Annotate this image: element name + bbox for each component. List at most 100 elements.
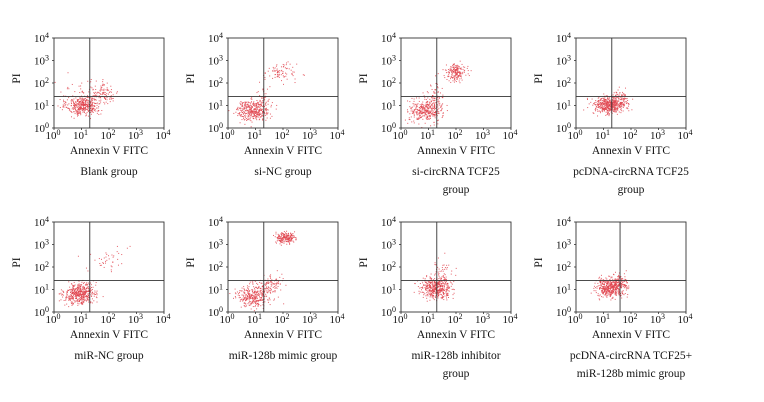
data-point — [85, 292, 87, 294]
data-point — [288, 238, 290, 240]
data-point — [441, 289, 443, 291]
y-axis-title: PI — [11, 73, 23, 83]
data-point — [95, 89, 97, 91]
data-point — [624, 94, 626, 96]
data-point — [286, 234, 288, 236]
data-point — [267, 103, 269, 105]
data-point — [446, 292, 448, 294]
data-point — [86, 105, 88, 107]
data-point — [257, 304, 259, 306]
data-point — [254, 112, 256, 114]
data-point — [85, 103, 87, 105]
data-point — [617, 93, 619, 95]
data-point — [425, 287, 427, 289]
data-point — [435, 288, 437, 290]
data-point — [266, 286, 268, 288]
data-point — [99, 93, 101, 94]
data-point — [415, 111, 417, 113]
data-point — [429, 294, 431, 296]
x-tick-label: 103 — [128, 312, 143, 326]
data-point — [604, 107, 606, 109]
data-point — [116, 92, 118, 94]
data-point — [271, 281, 273, 283]
data-point — [245, 117, 247, 119]
data-point — [244, 101, 246, 103]
data-point — [620, 102, 622, 104]
data-point — [74, 108, 76, 110]
data-point — [444, 279, 446, 281]
data-point — [256, 119, 258, 121]
data-point — [616, 107, 618, 109]
data-point — [437, 295, 439, 297]
data-point — [290, 234, 292, 236]
data-point — [105, 260, 107, 262]
data-point — [99, 263, 101, 264]
data-point — [283, 235, 285, 237]
data-point — [285, 237, 287, 239]
data-point — [286, 238, 288, 240]
data-point — [267, 299, 269, 301]
data-point — [623, 98, 625, 100]
data-point — [252, 103, 254, 105]
data-point — [434, 284, 436, 286]
data-point — [603, 101, 605, 103]
data-point — [608, 291, 610, 293]
data-point — [239, 122, 241, 124]
data-point — [442, 103, 444, 105]
data-point — [419, 283, 421, 285]
data-point — [434, 285, 436, 287]
data-point — [95, 80, 97, 82]
data-point — [602, 296, 604, 298]
data-point — [452, 67, 454, 69]
data-point — [82, 292, 84, 294]
data-point — [442, 291, 444, 293]
data-point — [245, 110, 247, 112]
data-point — [76, 295, 78, 297]
data-point — [265, 295, 267, 297]
data-point — [239, 112, 241, 114]
data-point — [607, 106, 609, 108]
data-point — [456, 64, 458, 66]
data-point — [267, 278, 269, 280]
data-point — [252, 290, 254, 292]
data-point — [437, 105, 439, 107]
data-point — [277, 283, 279, 285]
data-point — [447, 71, 449, 73]
data-point — [604, 100, 606, 102]
data-point — [290, 69, 292, 71]
data-point — [82, 101, 84, 103]
data-point — [276, 237, 278, 239]
x-tick-label: 102 — [448, 312, 463, 326]
data-point — [257, 300, 259, 302]
data-point — [92, 97, 94, 99]
data-point — [438, 274, 440, 276]
data-point — [427, 101, 429, 103]
data-point — [417, 113, 419, 115]
data-point — [610, 299, 612, 301]
data-point — [260, 297, 262, 299]
data-point — [281, 232, 283, 234]
data-point — [615, 104, 617, 106]
data-point — [98, 258, 100, 260]
data-point — [252, 306, 254, 308]
data-point — [434, 295, 436, 297]
data-point — [616, 113, 618, 115]
data-point — [79, 291, 81, 293]
data-point — [426, 116, 428, 118]
data-point — [438, 102, 440, 104]
group-label-line2: group — [443, 368, 470, 380]
data-point — [75, 300, 77, 302]
data-point — [430, 101, 432, 103]
x-tick-label: 102 — [623, 312, 638, 326]
data-point — [613, 281, 615, 283]
data-point — [447, 287, 449, 289]
data-point — [253, 113, 255, 115]
data-point — [252, 302, 254, 304]
data-point — [258, 112, 260, 114]
data-point — [82, 293, 84, 295]
data-point — [612, 278, 614, 280]
data-point — [619, 103, 621, 105]
data-point — [276, 64, 278, 66]
data-point — [422, 118, 424, 120]
data-point — [432, 105, 434, 107]
